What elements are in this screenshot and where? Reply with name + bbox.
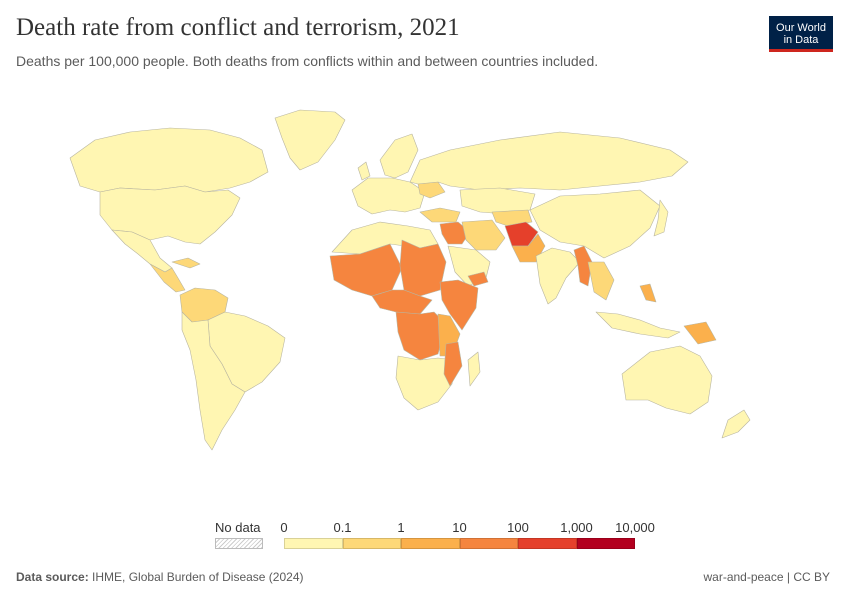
region-mozambique[interactable]	[443, 341, 463, 387]
legend-tick-label: 1,000	[560, 520, 593, 535]
legend-tick-label: 100	[507, 520, 529, 535]
region-horn[interactable]	[439, 279, 479, 331]
legend-tick-label: 0	[280, 520, 288, 535]
region-iran[interactable]	[461, 219, 506, 251]
region-canada[interactable]	[69, 127, 269, 193]
region-philippines[interactable]	[639, 283, 657, 303]
region-andes[interactable]	[181, 311, 246, 451]
region-madagascar[interactable]	[467, 351, 481, 387]
region-turkey[interactable]	[419, 207, 461, 223]
legend-bin-swatch[interactable]	[576, 538, 635, 549]
legend-tick-label: 1	[397, 520, 405, 535]
region-nigeria-car[interactable]	[371, 289, 433, 315]
region-yemen[interactable]	[467, 271, 489, 287]
logo-line-1: Our World	[776, 21, 826, 34]
region-scandinavia[interactable]	[379, 133, 419, 179]
region-afghanistan[interactable]	[504, 221, 539, 247]
data-source-text[interactable]: IHME, Global Burden of Disease (2024)	[92, 570, 304, 584]
region-se-asia[interactable]	[587, 261, 615, 301]
region-australia[interactable]	[621, 345, 713, 415]
region-western-europe[interactable]	[351, 177, 426, 215]
legend-tick-label: 10,000	[615, 520, 655, 535]
region-png[interactable]	[683, 321, 717, 345]
data-source-label: Data source:	[16, 570, 89, 584]
chart-title: Death rate from conflict and terrorism, …	[16, 14, 460, 41]
region-uk[interactable]	[357, 161, 371, 181]
legend-bin-swatch[interactable]	[342, 538, 401, 549]
region-new-zealand[interactable]	[721, 409, 751, 439]
legend-tick-label: 10	[452, 520, 467, 535]
region-pakistan[interactable]	[511, 233, 546, 263]
region-china[interactable]	[529, 189, 661, 259]
data-source: Data source: IHME, Global Burden of Dise…	[16, 570, 303, 584]
legend-bin-swatch[interactable]	[401, 538, 460, 549]
region-indonesia[interactable]	[595, 311, 681, 339]
region-syria-iraq[interactable]	[439, 221, 471, 245]
region-central-africa[interactable]	[395, 311, 447, 361]
region-japan[interactable]	[653, 199, 669, 237]
region-caribbean[interactable]	[171, 257, 201, 269]
region-chad-sudan[interactable]	[399, 239, 447, 297]
region-russia[interactable]	[409, 131, 689, 191]
region-southern-africa[interactable]	[395, 355, 457, 411]
legend-no-data-label: No data	[215, 520, 261, 535]
region-greenland[interactable]	[274, 109, 346, 171]
map-regions	[69, 109, 751, 451]
legend-no-data-swatch[interactable]	[215, 538, 263, 549]
legend-bin-swatch[interactable]	[518, 538, 577, 549]
legend-bin-swatch[interactable]	[284, 538, 343, 549]
chart-subtitle: Deaths per 100,000 people. Both deaths f…	[16, 53, 599, 69]
legend-bin-swatch[interactable]	[459, 538, 518, 549]
region-central-america[interactable]	[149, 263, 186, 293]
license-text[interactable]: war-and-peace | CC BY	[703, 570, 830, 584]
world-map[interactable]	[0, 90, 850, 510]
legend-tick-label: 0.1	[333, 520, 352, 535]
owid-logo[interactable]: Our World in Data	[769, 16, 833, 52]
region-india[interactable]	[535, 247, 581, 305]
logo-line-2: in Data	[783, 33, 819, 46]
